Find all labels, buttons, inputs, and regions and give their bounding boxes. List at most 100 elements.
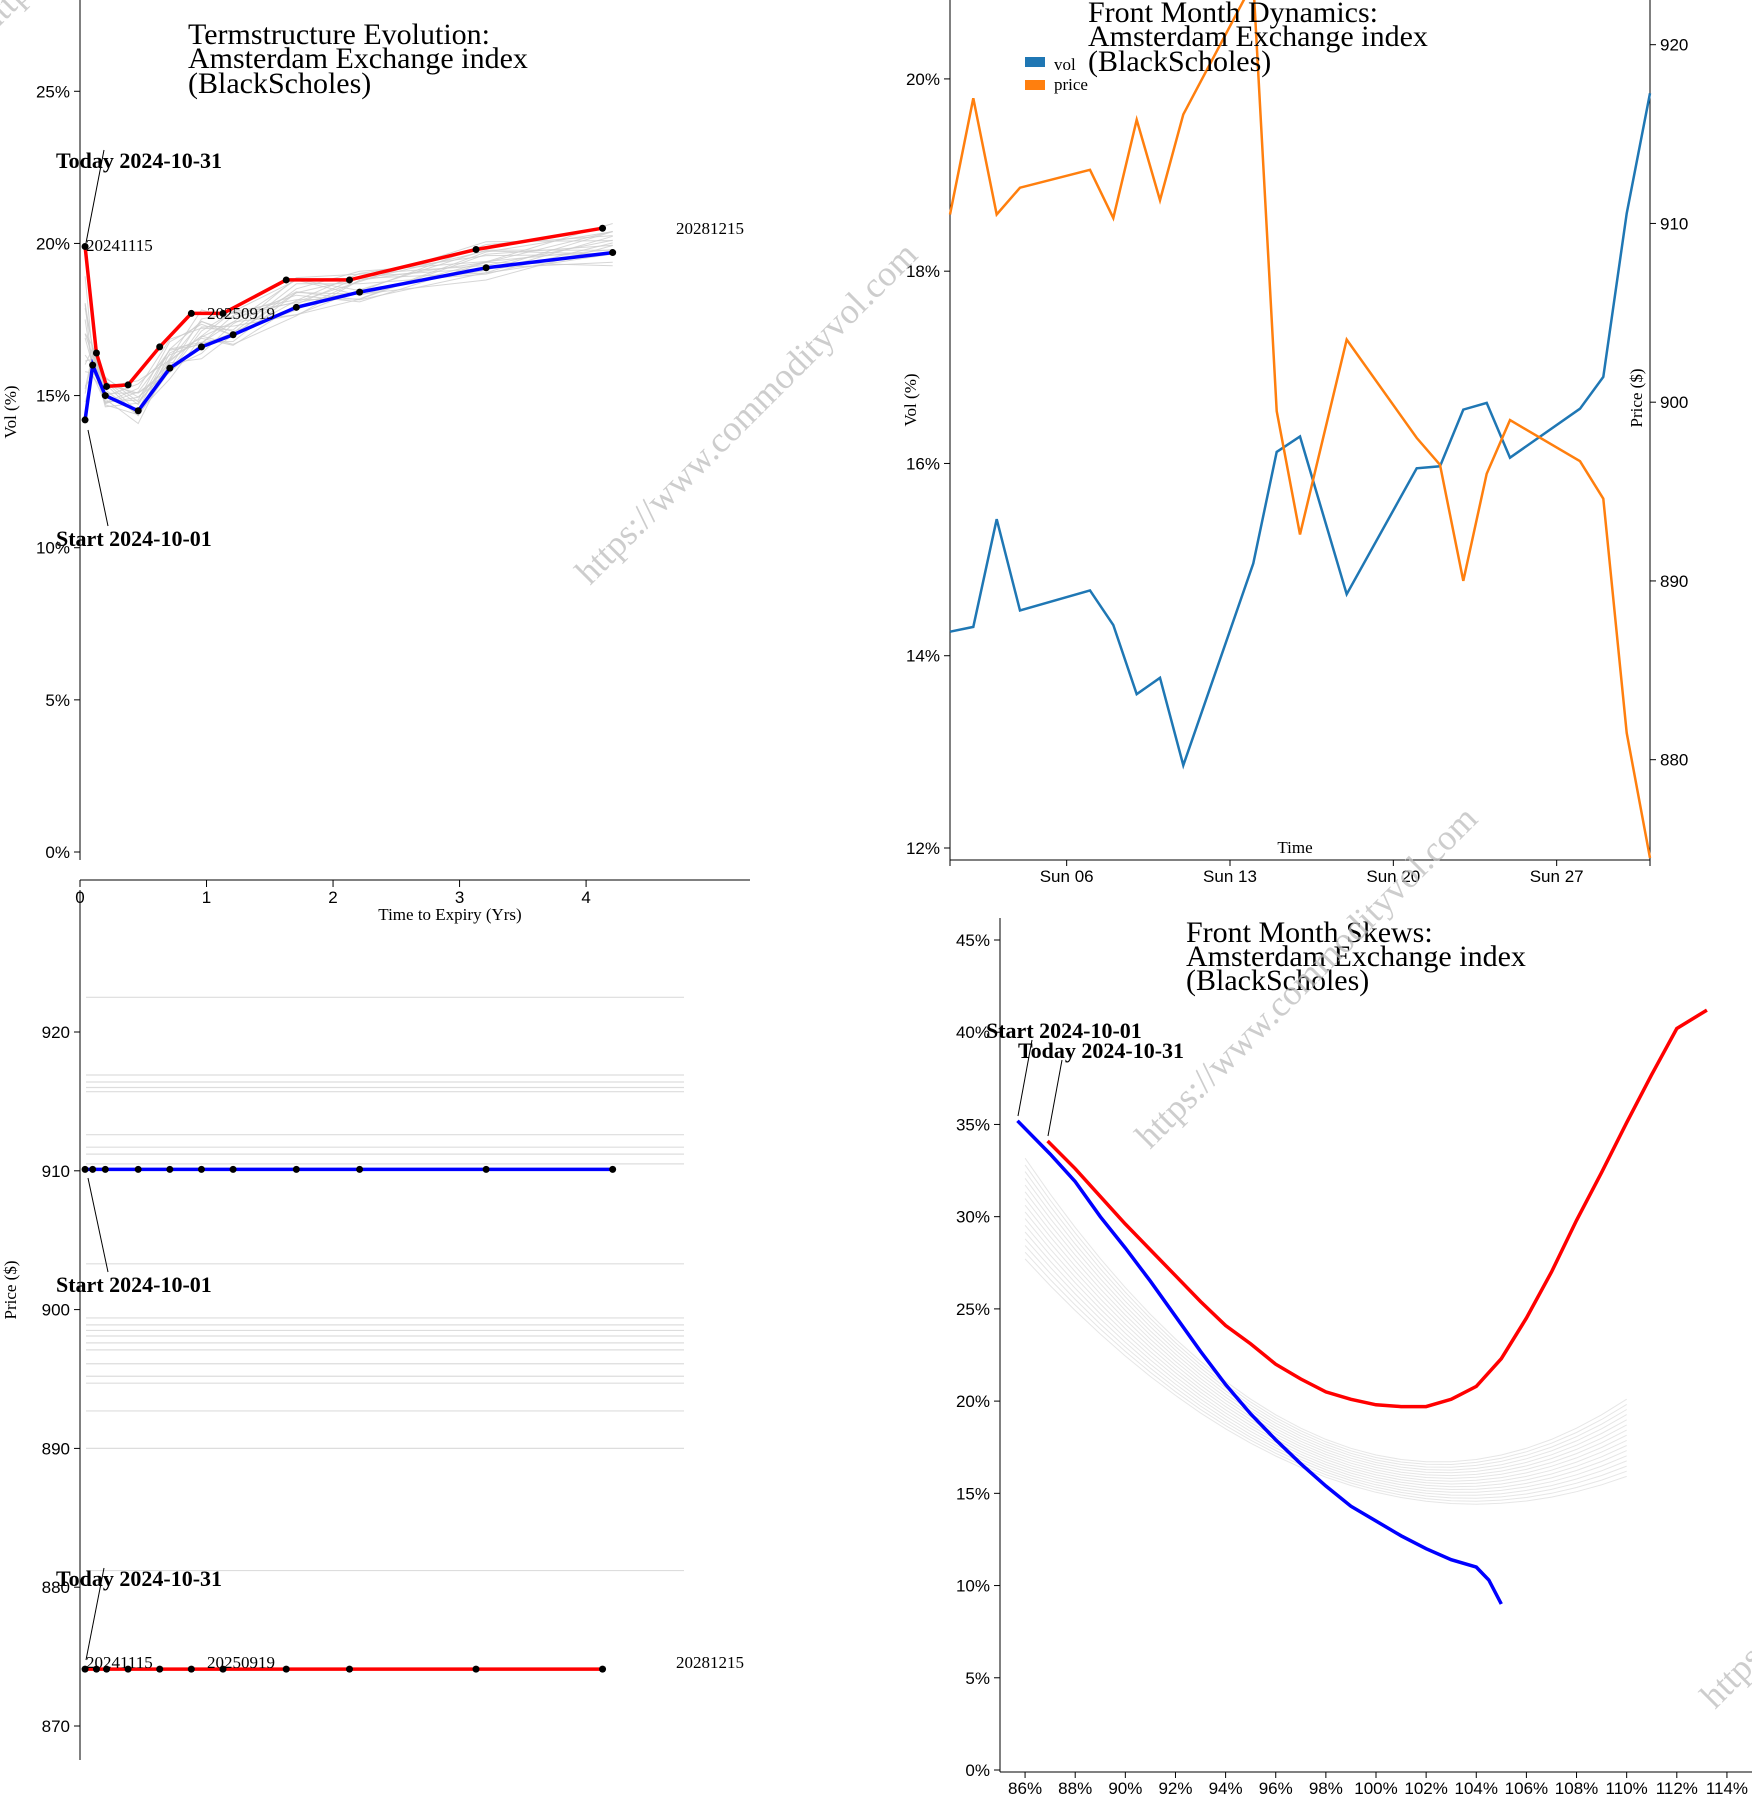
price-start-point <box>89 1165 97 1173</box>
dyn-y-tick-label: 20% <box>906 70 940 89</box>
dyn-x-tick-label: Sun 06 <box>1040 867 1094 886</box>
price-point-label-20250919: 20250919 <box>207 1653 275 1672</box>
skew-history-curve <box>1024 1171 1627 1468</box>
skew-y-tick-label: 35% <box>956 1115 990 1134</box>
skew-series <box>1016 1008 1708 1605</box>
term-today-annotation: Today 2024-10-31 <box>56 148 222 173</box>
term-y-tick-label: 5% <box>45 691 70 710</box>
skew-history-curve <box>1024 1238 1627 1496</box>
dyn-y-tick-label: 16% <box>906 454 940 473</box>
skew-x-tick-label: 86% <box>1008 1779 1042 1796</box>
skew-y-tick-label: 25% <box>956 1300 990 1319</box>
price-start-point <box>81 1165 89 1173</box>
price-today-point <box>472 1665 480 1673</box>
term-start-arrow <box>87 429 109 527</box>
price-today-point <box>345 1665 353 1673</box>
skew-y-tick-label: 30% <box>956 1208 990 1227</box>
dyn-title-line-2: Amsterdam Exchange index <box>1088 20 1428 53</box>
legend-price-swatch <box>1025 80 1045 90</box>
price-today-annotation: Today 2024-10-31 <box>56 1566 222 1591</box>
skew-history-curve <box>1024 1218 1627 1488</box>
skew-start-annotation: Start 2024-10-01 <box>986 1018 1142 1043</box>
term-title-line-2: Amsterdam Exchange index <box>188 42 528 75</box>
term-x-tick-label: 2 <box>328 888 337 907</box>
price-y-ticks: 870 880 890 900 910 920 <box>42 1023 80 1736</box>
skew-history-curve <box>1024 1178 1627 1471</box>
skew-history-curve <box>1024 1204 1627 1482</box>
price-y-label: Price ($) <box>1 1260 20 1319</box>
legend-vol-label: vol <box>1054 55 1076 74</box>
price-y-tick-label: 890 <box>42 1439 70 1458</box>
term-start-point <box>609 249 617 257</box>
price-start-point <box>229 1165 237 1173</box>
dyn-x-ticks: Sun 06 Sun 13 Sun 20 Sun 27 <box>949 860 1651 886</box>
skew-y-ticks: 0% 5% 10% 15% 20% 25% 30% 35% 40% 45% <box>956 931 1000 1780</box>
price-start-point <box>197 1165 205 1173</box>
term-title-line-1: Termstructure Evolution: <box>188 18 490 51</box>
price-y-tick-label: 880 <box>42 1578 70 1597</box>
term-today-point <box>219 309 227 317</box>
dyn-y2-tick-label: 890 <box>1660 572 1688 591</box>
term-y-label: Vol (%) <box>1 385 20 438</box>
term-history-curve <box>84 223 613 388</box>
term-title-line-3: (BlackScholes) <box>188 67 371 100</box>
skew-history-curve <box>1024 1251 1627 1502</box>
dyn-y2-tick-label: 900 <box>1660 393 1688 412</box>
skew-x-tick-label: 100% <box>1354 1779 1397 1796</box>
price-series <box>81 1165 617 1673</box>
skew-start-arrow <box>1017 1039 1033 1117</box>
term-start-point <box>356 288 364 296</box>
price-y-tick-label: 920 <box>42 1023 70 1042</box>
skew-y-tick-label: 10% <box>956 1577 990 1596</box>
skew-history-curve <box>1024 1231 1627 1493</box>
term-today-point <box>103 382 111 390</box>
skew-x-tick-label: 94% <box>1209 1779 1243 1796</box>
skew-x-tick-label: 108% <box>1555 1779 1598 1796</box>
price-today-point <box>219 1665 227 1673</box>
legend-vol-swatch <box>1025 57 1045 67</box>
skew-history-curve <box>1024 1258 1627 1505</box>
dyn-legend: vol price <box>1025 55 1088 94</box>
skew-history-curve <box>1024 1224 1627 1491</box>
skew-x-tick-label: 114% <box>1706 1779 1748 1796</box>
term-start-point <box>89 361 97 369</box>
term-y-tick-label: 25% <box>36 82 70 101</box>
price-point-label-20241115: 20241115 <box>86 1653 153 1672</box>
skew-x-ticks: 86% 88% 90% 92% 94% 96% 98% 100% 102% 104% 106% 108… <box>1008 1772 1748 1796</box>
skew-x-tick-label: 110% <box>1606 1779 1648 1796</box>
term-today-point <box>124 381 132 389</box>
price-start-annotation: Start 2024-10-01 <box>56 1272 212 1297</box>
skew-history-curve <box>1024 1157 1627 1463</box>
term-history-curve <box>84 244 613 419</box>
price-history-levels <box>86 996 684 1572</box>
dyn-title-line-3: (BlackScholes) <box>1088 45 1271 78</box>
dyn-y2-tick-label: 880 <box>1660 751 1688 770</box>
skew-x-tick-label: 104% <box>1455 1779 1498 1796</box>
price-today-point <box>156 1665 164 1673</box>
dyn-y-label-left: Vol (%) <box>901 373 920 426</box>
term-point-label-20241115: 20241115 <box>86 236 153 255</box>
skew-x-tick-label: 106% <box>1505 1779 1548 1796</box>
price-today-point <box>92 1665 100 1673</box>
term-start-point <box>229 331 237 339</box>
skew-history-curve <box>1024 1198 1627 1479</box>
term-history-curve <box>84 240 613 406</box>
skew-title-line-3: (BlackScholes) <box>1186 964 1369 997</box>
dyn-x-tick-label: Sun 13 <box>1203 867 1257 886</box>
skew-y-tick-label: 45% <box>956 931 990 950</box>
term-x-tick-label: 3 <box>455 888 464 907</box>
skew-x-tick-label: 98% <box>1309 1779 1343 1796</box>
dyn-x-tick-label: Sun 20 <box>1366 867 1420 886</box>
price-y-tick-label: 900 <box>42 1301 70 1320</box>
price-start-point <box>482 1165 490 1173</box>
skew-y-tick-label: 40% <box>956 1023 990 1042</box>
dyn-vol-line <box>949 93 1652 770</box>
legend-price-label: price <box>1054 75 1088 94</box>
term-x-tick-label: 1 <box>202 888 211 907</box>
term-today-point <box>92 349 100 357</box>
price-start-point <box>609 1165 617 1173</box>
term-y-tick-label: 10% <box>36 539 70 558</box>
price-start-point <box>101 1165 109 1173</box>
